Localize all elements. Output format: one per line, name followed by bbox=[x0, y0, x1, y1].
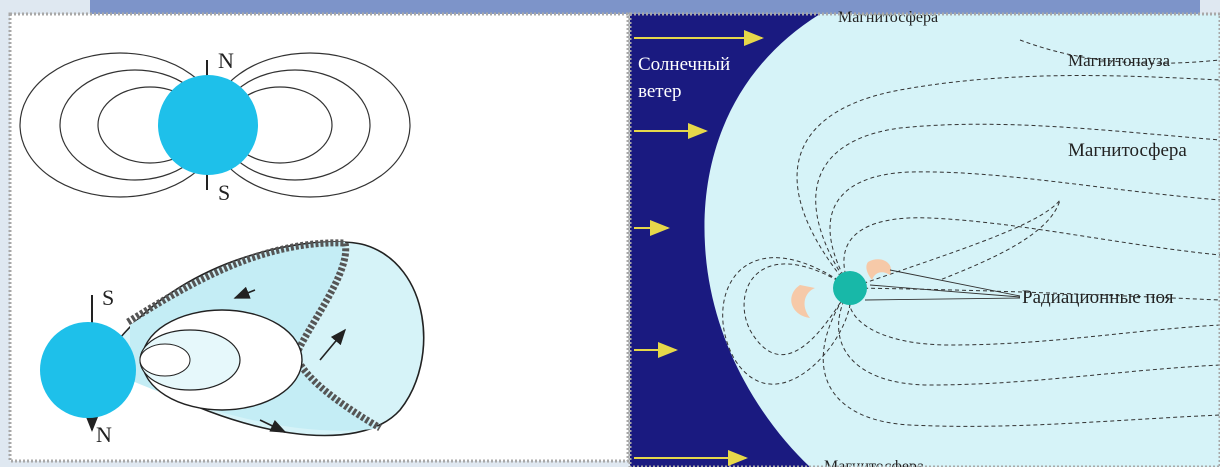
magnetosphere-bottom-label: Магнитосфера bbox=[824, 458, 924, 467]
solar-wind-label-line1: Солнечный bbox=[638, 54, 730, 75]
solar-wind-label-line2: ветер bbox=[638, 81, 682, 102]
compressed-diagram: S N bbox=[40, 239, 425, 447]
flow-arrow-right bbox=[319, 328, 347, 361]
flow-arrow-bottom bbox=[259, 419, 287, 433]
earth-planet bbox=[833, 271, 867, 305]
right-panel: Магнитосфера Солнечный ветер Магнитопауз… bbox=[628, 9, 1220, 467]
magnetosphere-region bbox=[704, 14, 1220, 467]
dipole-south-label: S bbox=[218, 180, 230, 205]
dipole-north-label: N bbox=[218, 48, 234, 73]
compressed-loop-inner bbox=[139, 343, 191, 377]
radiation-belt-right bbox=[866, 259, 891, 280]
compressed-south-label: S bbox=[102, 285, 114, 310]
dipole-diagram: N S bbox=[19, 48, 411, 205]
magnetosphere-label: Магнитосфера bbox=[1068, 140, 1187, 161]
solar-wind-arrows bbox=[634, 30, 764, 466]
magnetosphere-field-lines bbox=[722, 39, 1220, 427]
dipole-planet bbox=[158, 75, 258, 175]
radiation-belts-label: Радиационные поя bbox=[1022, 287, 1174, 308]
flow-arrow-top bbox=[233, 286, 256, 299]
radiation-belt-left bbox=[791, 285, 815, 318]
magnetosphere-top-label: Магнитосфера bbox=[838, 9, 938, 26]
magnetopause-label: Магнитопауза bbox=[1068, 51, 1171, 70]
left-panel: N S S N bbox=[8, 12, 630, 463]
slide-title-strip bbox=[90, 0, 1200, 14]
radiation-pointer-lines bbox=[864, 269, 1021, 301]
compressed-planet bbox=[40, 322, 136, 418]
compressed-north-label: N bbox=[96, 422, 112, 447]
compressed-boundary-layer bbox=[126, 239, 382, 432]
